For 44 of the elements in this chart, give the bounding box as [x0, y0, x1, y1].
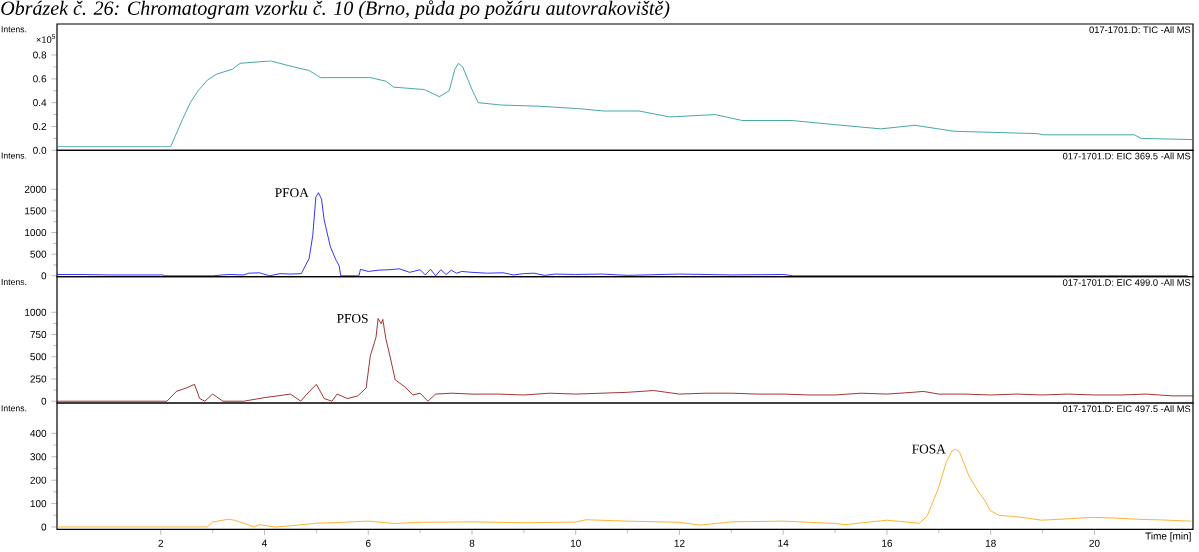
x-tick-label: 14: [778, 539, 789, 547]
x-tick-label: 18: [985, 539, 996, 547]
y-tick-label: 0: [41, 523, 47, 531]
x-tick-label: 16: [882, 539, 893, 547]
y-tick-label: 750: [30, 330, 47, 339]
y-axis-title: Intens.: [1, 26, 27, 33]
y-tick-label: 0.0: [33, 146, 47, 154]
x-tick-label: 8: [469, 539, 475, 547]
chart-subtitle: 017-1701.D: EIC 497.5 -All MS: [1062, 405, 1191, 413]
y-axis-title: Intens.: [1, 152, 27, 159]
chart-subtitle: 017-1701.D: TIC -All MS: [1089, 26, 1191, 34]
chart-title: Obrázek č. 26: Chromatogram vzorku č. 10 (Brno, půda po požáru autovrakoviště): [1, 0, 670, 19]
y-tick-label: 500: [30, 353, 47, 361]
chart-subtitle: 017-1701.D: EIC 499.0 -All MS: [1062, 278, 1191, 286]
y-tick-label: 500: [30, 250, 47, 258]
y-tick-label: 2000: [24, 185, 47, 193]
y-tick-label: 0.4: [33, 99, 47, 107]
annotation: PFOS: [337, 313, 368, 323]
x-tick-label: 10: [570, 539, 581, 547]
y-tick-label: 0: [41, 272, 47, 280]
x-tick-label: 4: [261, 539, 267, 547]
y-tick-label: 1500: [25, 207, 47, 215]
y-axis-title: Intens.: [1, 405, 27, 412]
y-tick-label: 0.2: [33, 122, 47, 131]
x-tick-label: 2: [158, 539, 164, 547]
x-tick-label: 12: [674, 539, 685, 547]
y-tick-label: 250: [30, 375, 47, 383]
y-tick-label: 0: [41, 397, 47, 405]
y-tick-label: 100: [30, 500, 47, 508]
y-axis-title: Intens.: [1, 278, 27, 285]
text: ×10$^{5}$: [36, 34, 56, 43]
y-tick-label: 0.8: [33, 51, 47, 59]
x-tick-label: 6: [365, 539, 371, 547]
y-tick-label: 1000: [25, 308, 47, 316]
y-tick-label: 400: [30, 429, 47, 437]
y-tick-label: 1000: [25, 228, 47, 237]
annotation: PFOA: [275, 188, 309, 198]
y-tick-label: 200: [30, 476, 47, 484]
x-axis-title: Time [min]: [1145, 532, 1191, 542]
x-tick-label: 20: [1089, 539, 1100, 547]
y-tick-label: 0.6: [33, 75, 47, 83]
y-tick-label: 300: [30, 453, 47, 461]
chart-subtitle: 017-1701.D: EIC 369.5 -All MS: [1062, 152, 1191, 160]
annotation: FOSA: [912, 444, 946, 454]
